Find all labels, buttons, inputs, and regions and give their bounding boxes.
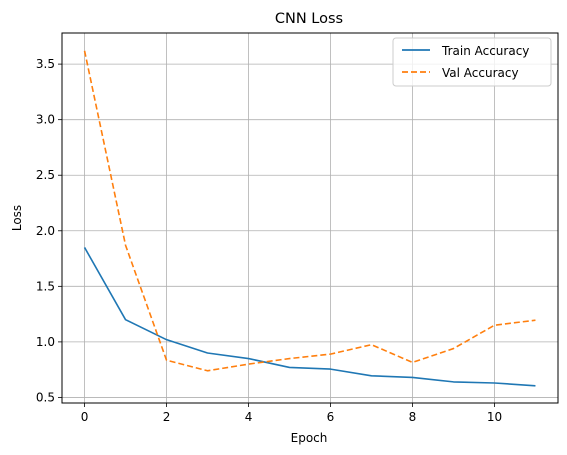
point-val-accuracy (165, 359, 168, 362)
point-train-accuracy (124, 318, 127, 321)
legend-label-val-accuracy: Val Accuracy (442, 66, 519, 80)
grid (62, 33, 558, 403)
series-layer (83, 49, 537, 387)
point-val-accuracy (124, 244, 127, 247)
y-tick-label: 1.0 (36, 335, 55, 349)
point-val-accuracy (493, 324, 496, 327)
chart-title: CNN Loss (275, 11, 343, 27)
y-tick-label: 0.5 (36, 390, 55, 404)
x-tick-label: 10 (487, 410, 502, 424)
point-train-accuracy (165, 338, 168, 341)
point-train-accuracy (411, 376, 414, 379)
point-train-accuracy (83, 246, 86, 249)
x-tick-label: 6 (327, 410, 335, 424)
plot-frame (61, 32, 559, 404)
point-val-accuracy (83, 49, 86, 52)
y-tick-label: 1.5 (36, 279, 55, 293)
point-val-accuracy (288, 357, 291, 360)
x-tick-label: 2 (163, 410, 171, 424)
y-axis-title: Loss (10, 205, 24, 231)
point-val-accuracy (534, 319, 537, 322)
legend-box (392, 37, 552, 87)
ticks: 0 2 4 6 8 10 0.5 1.0 1.5 2.0 2.5 3.0 3.5 (36, 57, 502, 424)
point-train-accuracy (288, 366, 291, 369)
point-train-accuracy (493, 382, 496, 385)
point-train-accuracy (206, 352, 209, 355)
point-val-accuracy (206, 369, 209, 372)
y-tick-label: 2.5 (36, 168, 55, 182)
point-train-accuracy (329, 368, 332, 371)
x-tick-label: 8 (409, 410, 417, 424)
series-line-val-accuracy (83, 50, 536, 372)
point-train-accuracy (247, 357, 250, 360)
series-line-train-accuracy (83, 247, 536, 387)
x-tick-label: 0 (81, 410, 89, 424)
legend-label-train-accuracy: Train Accuracy (441, 44, 529, 58)
point-train-accuracy (370, 374, 373, 377)
point-train-accuracy (452, 380, 455, 383)
point-val-accuracy (329, 353, 332, 356)
point-val-accuracy (247, 363, 250, 366)
y-tick-label: 3.0 (36, 113, 55, 127)
x-axis-title: Epoch (291, 431, 328, 445)
point-train-accuracy (534, 384, 537, 387)
point-val-accuracy (411, 361, 414, 364)
point-val-accuracy (370, 343, 373, 346)
y-tick-label: 3.5 (36, 57, 55, 71)
x-tick-label: 4 (245, 410, 253, 424)
y-tick-label: 2.0 (36, 224, 55, 238)
point-val-accuracy (452, 347, 455, 350)
legend: Train Accuracy Val Accuracy (392, 37, 552, 87)
